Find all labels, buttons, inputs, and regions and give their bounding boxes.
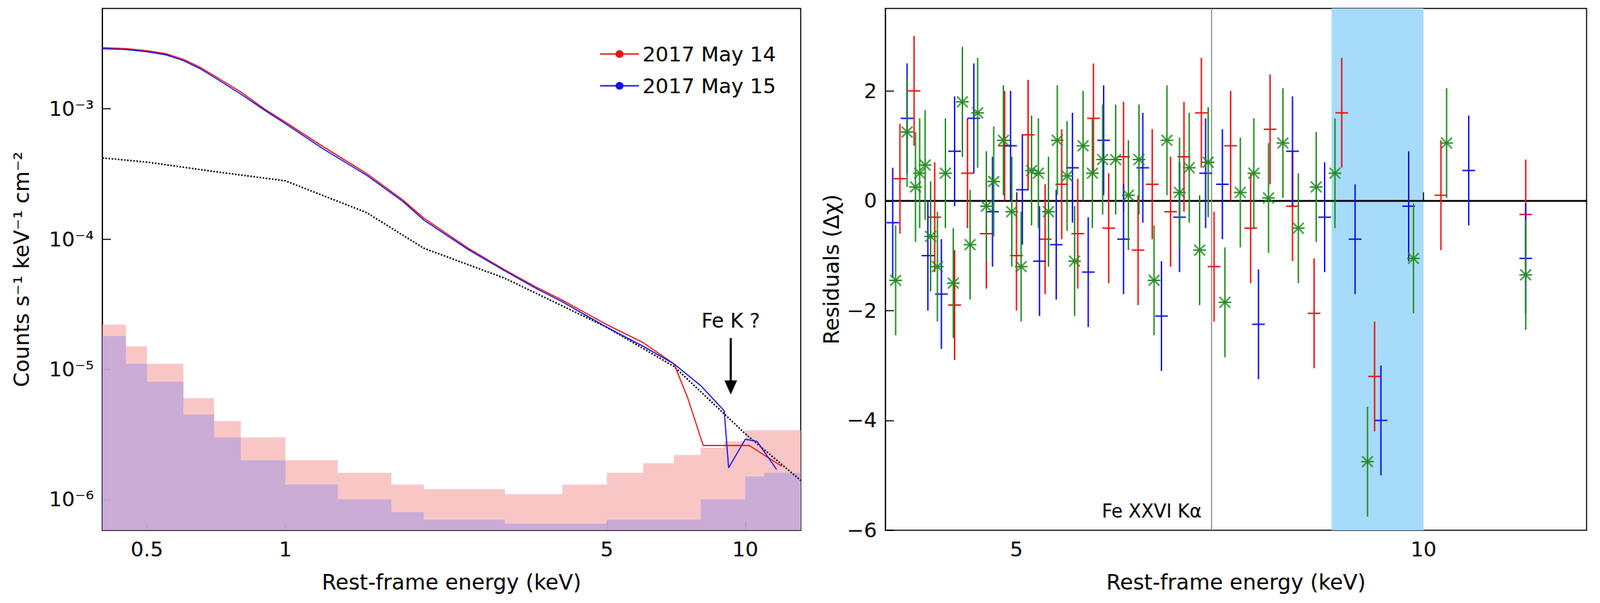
svg-text:Fe XXVI Kα: Fe XXVI Kα <box>1102 500 1202 522</box>
svg-text:10⁻⁴: 10⁻⁴ <box>48 227 94 252</box>
svg-text:0.5: 0.5 <box>130 537 164 562</box>
svg-text:Fe K ?: Fe K ? <box>701 309 761 333</box>
svg-text:−2: −2 <box>846 298 877 323</box>
svg-text:Residuals (Δχ): Residuals (Δχ) <box>819 194 844 345</box>
svg-text:Rest-frame energy (keV): Rest-frame energy (keV) <box>1106 569 1366 595</box>
svg-text:1: 1 <box>278 537 292 562</box>
svg-text:5: 5 <box>600 537 613 562</box>
svg-text:5: 5 <box>1009 537 1023 562</box>
svg-text:0: 0 <box>864 188 877 213</box>
svg-text:−6: −6 <box>846 518 877 543</box>
svg-text:10: 10 <box>1410 537 1437 562</box>
svg-text:2: 2 <box>864 79 877 104</box>
svg-text:10⁻⁶: 10⁻⁶ <box>48 487 94 512</box>
svg-text:10⁻³: 10⁻³ <box>48 96 94 121</box>
svg-text:10⁻⁵: 10⁻⁵ <box>48 357 94 382</box>
svg-text:2017 May 15: 2017 May 15 <box>642 74 776 99</box>
svg-text:10: 10 <box>732 537 759 562</box>
svg-text:Rest-frame energy (keV): Rest-frame energy (keV) <box>321 569 582 595</box>
svg-text:−4: −4 <box>846 408 877 433</box>
svg-text:Counts s⁻¹ keV⁻¹ cm⁻²: Counts s⁻¹ keV⁻¹ cm⁻² <box>9 151 34 388</box>
svg-text:2017 May 14: 2017 May 14 <box>642 42 776 67</box>
